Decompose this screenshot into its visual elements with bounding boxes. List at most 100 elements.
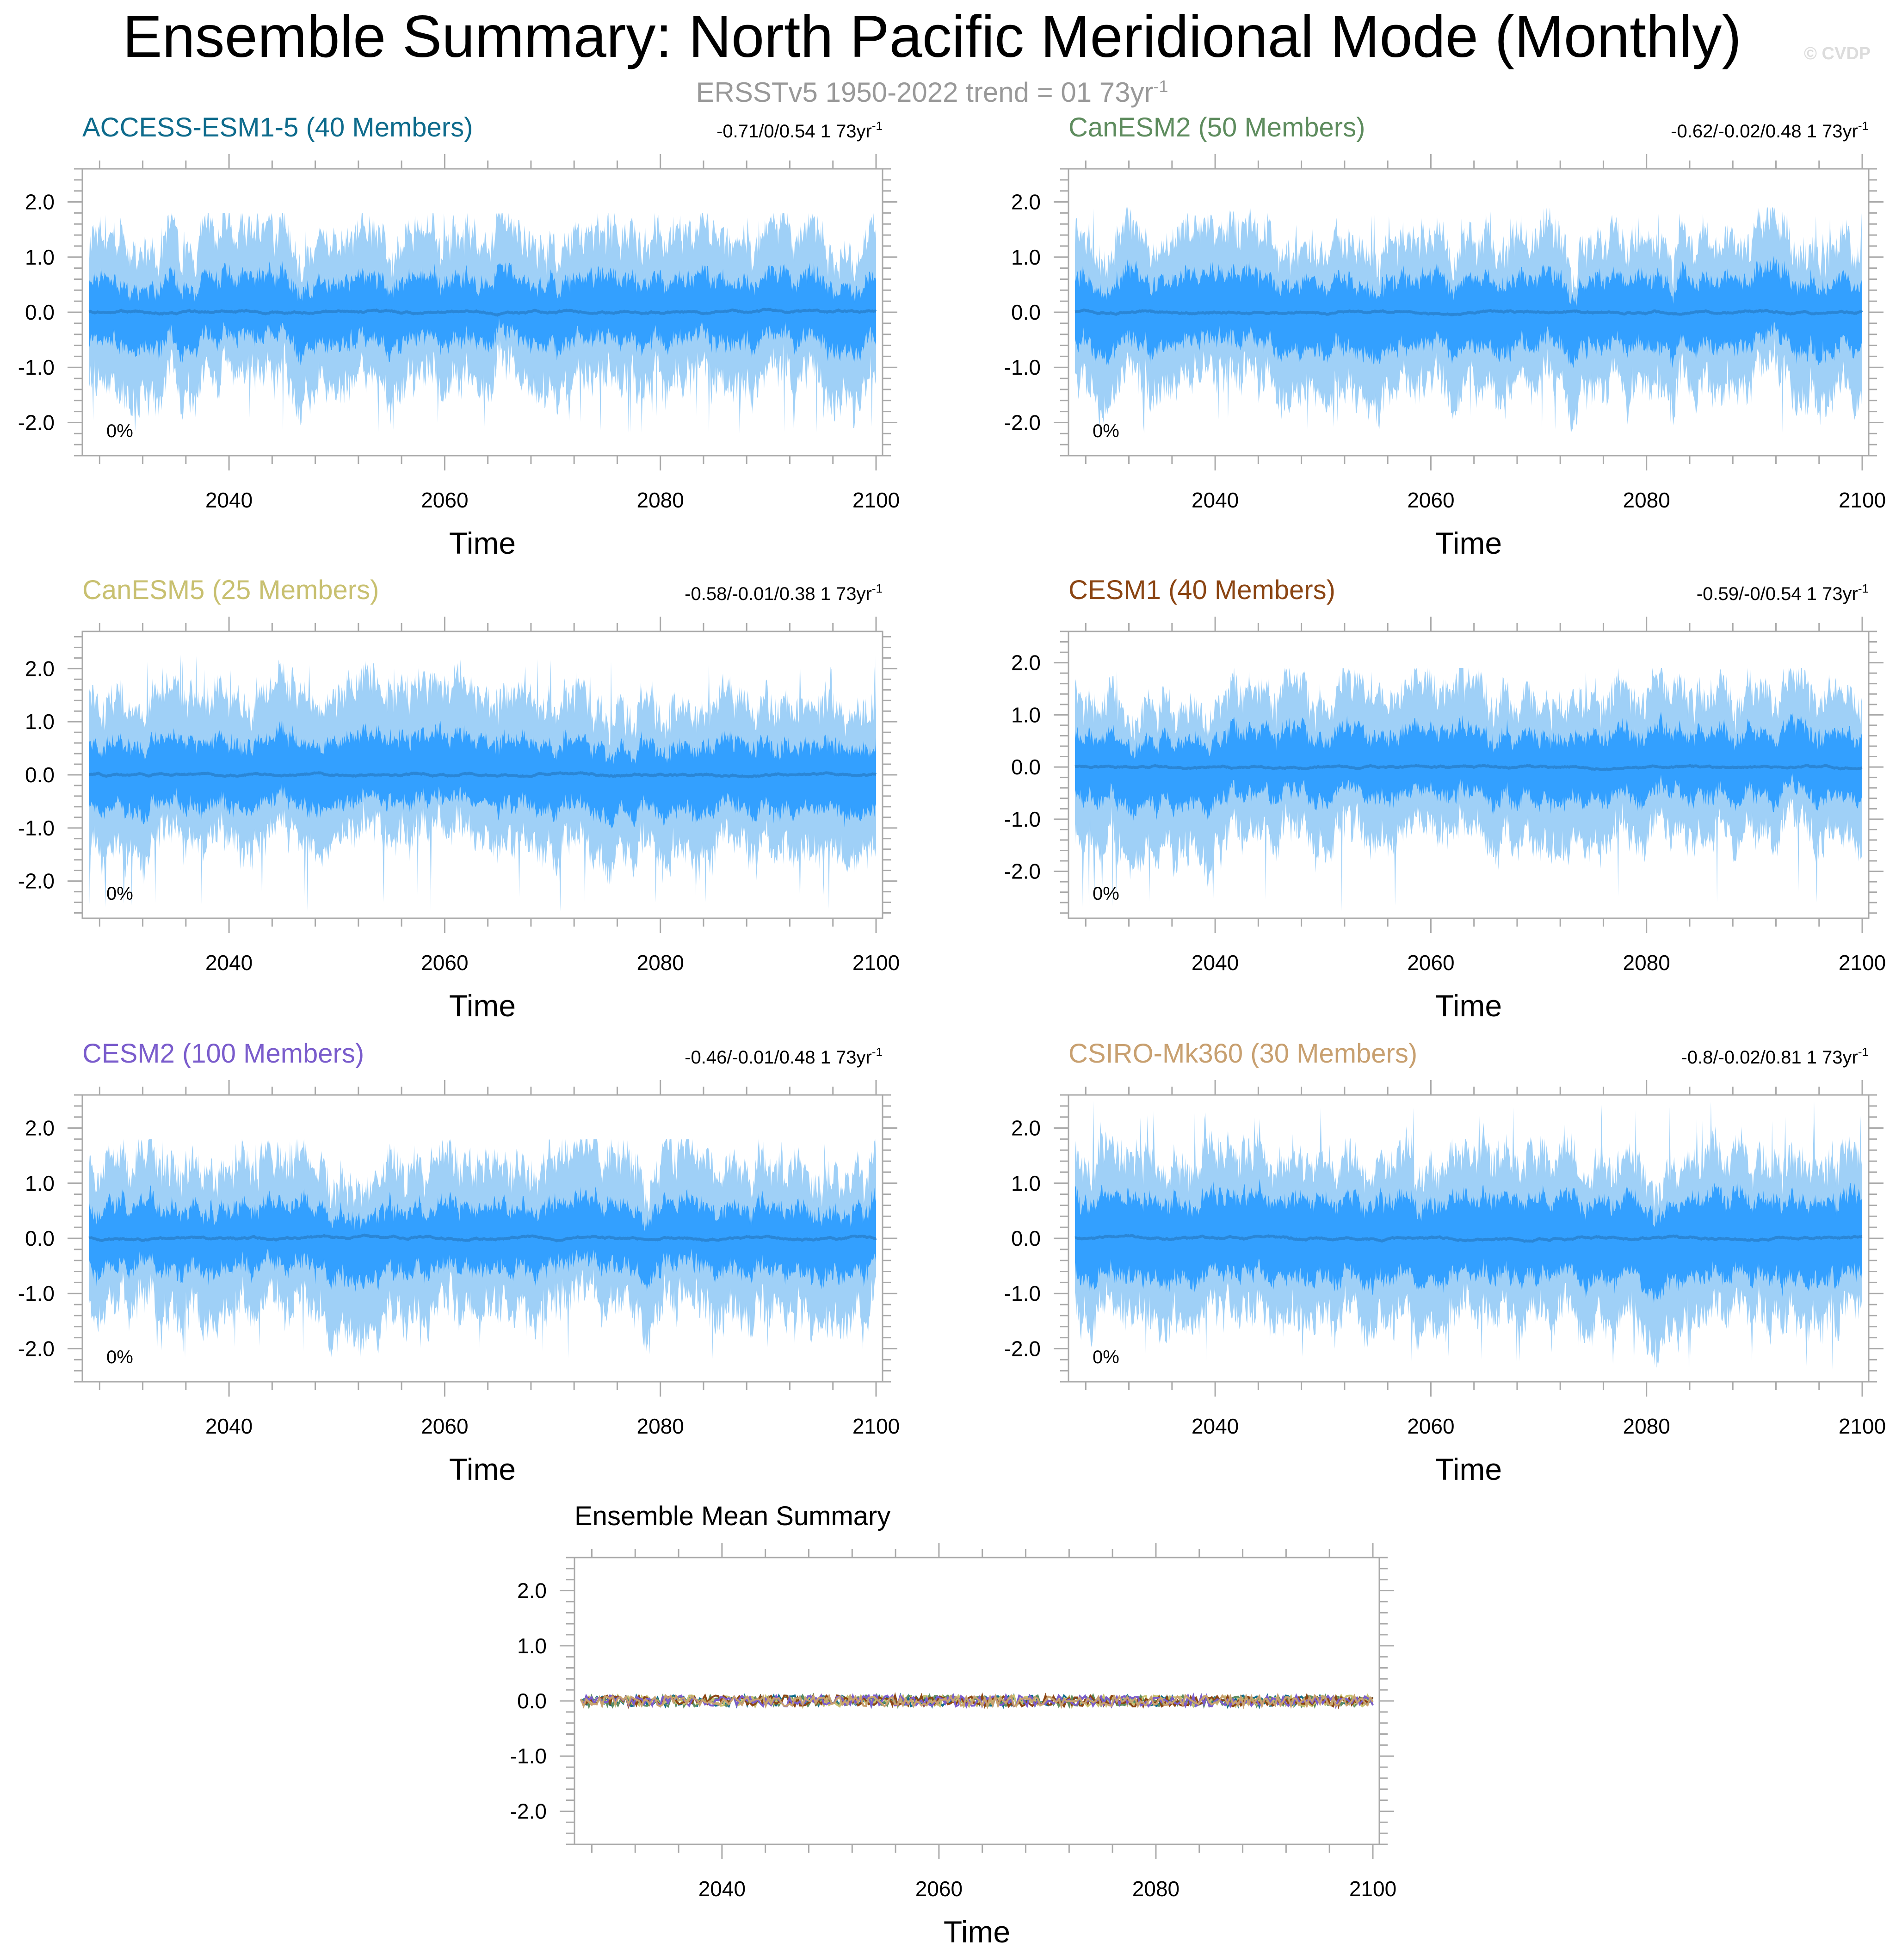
y-tick-label: -2.0	[1004, 859, 1041, 884]
panel-title: Ensemble Mean Summary	[574, 1501, 890, 1531]
y-tick-label: 1.0	[25, 245, 55, 269]
x-tick-label: 2100	[1349, 1877, 1396, 1901]
plot-area	[580, 1692, 1374, 1710]
x-tick-label: 2100	[852, 951, 900, 975]
y-tick-label: -2.0	[18, 1336, 55, 1360]
y-tick-label: -1.0	[18, 816, 55, 840]
chart-panel-1: -2.0 -1.0 0.0 1.0 2.0 2040 2060 2080 2100 Time ACC…	[18, 112, 900, 560]
y-tick-label: 1.0	[25, 1171, 55, 1195]
y-tick-label: -1.0	[1004, 807, 1041, 831]
x-tick-label: 2040	[205, 1414, 253, 1438]
y-tick-label: 1.0	[1011, 703, 1041, 727]
y-tick-label: -1.0	[18, 355, 55, 379]
y-tick-label: 2.0	[25, 1116, 55, 1140]
series-line-csiro-mk360	[580, 1692, 1374, 1710]
y-tick-label: -2.0	[1004, 410, 1041, 434]
x-axis-label: Time	[449, 526, 516, 560]
x-tick-label: 2080	[637, 951, 684, 975]
y-tick-label: 2.0	[25, 656, 55, 680]
trend-value: -0.46/-0.01/0.48 1 73yr	[685, 1047, 872, 1068]
trend-exponent: -1	[872, 119, 883, 133]
chart-panel-2: -2.0 -1.0 0.0 1.0 2.0 2040 2060 2080 2100 Time Can…	[1004, 112, 1886, 560]
y-tick-label: -2.0	[18, 869, 55, 893]
x-tick-label: 2100	[1839, 488, 1886, 512]
y-tick-label: 2.0	[1011, 190, 1041, 214]
y-tick-label: -2.0	[1004, 1336, 1041, 1360]
plot-area	[1075, 668, 1863, 911]
plot-area	[1075, 207, 1863, 434]
plot-area	[88, 655, 877, 913]
x-axis-label: Time	[1435, 1452, 1502, 1486]
panel-trend-text: -0.62/-0.02/0.48 1 73yr-1	[1671, 119, 1869, 142]
y-tick-label: -1.0	[1004, 355, 1041, 379]
y-tick-label: 1.0	[517, 1634, 547, 1658]
panel-title: CanESM5 (25 Members)	[82, 575, 379, 605]
x-tick-label: 2040	[1192, 488, 1239, 512]
x-tick-label: 2100	[852, 1414, 900, 1438]
panel-title: CSIRO-Mk360 (30 Members)	[1068, 1039, 1417, 1069]
y-tick-label: 2.0	[1011, 651, 1041, 675]
panel-title: CanESM2 (50 Members)	[1068, 112, 1365, 142]
x-tick-label: 2060	[1407, 951, 1454, 975]
x-tick-label: 2060	[915, 1877, 963, 1901]
y-tick-label: 0.0	[517, 1689, 547, 1713]
panel-trend-text: -0.71/0/0.54 1 73yr-1	[716, 119, 883, 142]
panel-title: ACCESS-ESM1-5 (40 Members)	[82, 112, 473, 142]
trend-exponent: -1	[1858, 581, 1869, 595]
trend-value: -0.62/-0.02/0.48 1 73yr	[1671, 121, 1858, 142]
cvdp-watermark: © CVDP	[1804, 44, 1871, 63]
trend-exponent: -1	[872, 581, 883, 595]
chart-panel-3: -2.0 -1.0 0.0 1.0 2.0 2040 2060 2080 2100 Time Can…	[18, 575, 900, 1023]
y-tick-label: -1.0	[1004, 1281, 1041, 1305]
series-line-cesm1	[580, 1692, 1373, 1710]
ensemble-mean-line	[1075, 1234, 1863, 1243]
trend-value: -0.71/0/0.54 1 73yr	[716, 121, 872, 142]
x-tick-label: 2080	[637, 488, 684, 512]
x-tick-label: 2040	[698, 1877, 746, 1901]
x-axis-label: Time	[1435, 989, 1502, 1023]
y-tick-label: 0.0	[25, 1226, 55, 1250]
x-tick-label: 2080	[1623, 1414, 1670, 1438]
y-tick-label: -2.0	[18, 410, 55, 434]
x-axis-label: Time	[944, 1915, 1010, 1949]
percent-label: 0%	[106, 884, 133, 904]
x-tick-label: 2100	[1839, 1414, 1886, 1438]
ensemble-mean-line	[88, 1233, 877, 1243]
trend-exponent: -1	[1858, 119, 1869, 133]
plot-area	[88, 1139, 877, 1359]
x-tick-label: 2080	[1623, 951, 1670, 975]
ensemble-mean-line	[88, 771, 877, 779]
y-tick-label: 0.0	[1011, 755, 1041, 779]
percent-label: 0%	[1093, 1347, 1119, 1367]
chart-panel-6: -2.0 -1.0 0.0 1.0 2.0 2040 2060 2080 2100 Time CSI…	[1004, 1039, 1886, 1486]
plot-frame	[1068, 631, 1870, 919]
x-tick-label: 2060	[1407, 488, 1454, 512]
x-tick-label: 2080	[1623, 488, 1670, 512]
y-tick-label: 0.0	[25, 300, 55, 324]
x-axis-label: Time	[449, 989, 516, 1023]
panel-trend-text: -0.46/-0.01/0.48 1 73yr-1	[685, 1045, 883, 1068]
x-tick-label: 2100	[1839, 951, 1886, 975]
percent-label: 0%	[106, 421, 133, 441]
figure-title: Ensemble Summary: North Pacific Meridion…	[123, 4, 1741, 70]
y-tick-label: 1.0	[1011, 1171, 1041, 1195]
series-line-canesm2	[580, 1693, 1374, 1710]
trend-exponent: -1	[872, 1045, 883, 1059]
y-tick-label: 1.0	[25, 710, 55, 734]
trend-exponent: -1	[1858, 1045, 1869, 1059]
x-tick-label: 2040	[205, 488, 253, 512]
chart-panel-7: -2.0 -1.0 0.0 1.0 2.0 2040 2060 2080 2100 Time Ens…	[510, 1501, 1396, 1949]
panel-trend-text: -0.59/-0/0.54 1 73yr-1	[1697, 581, 1869, 604]
subtitle-text: ERSSTv5 1950-2022 trend = 01 73yr	[696, 77, 1154, 108]
x-tick-label: 2080	[1132, 1877, 1179, 1901]
x-axis-label: Time	[1435, 526, 1502, 560]
x-axis-label: Time	[449, 1452, 516, 1486]
y-tick-label: 0.0	[25, 763, 55, 787]
y-tick-label: -1.0	[510, 1744, 547, 1768]
trend-value: -0.59/-0/0.54 1 73yr	[1697, 584, 1858, 604]
y-tick-label: 2.0	[517, 1579, 547, 1603]
trend-value: -0.58/-0.01/0.38 1 73yr	[685, 584, 872, 604]
panel-trend-text: -0.8/-0.02/0.81 1 73yr-1	[1681, 1045, 1869, 1068]
ensemble-mean-line	[1075, 764, 1863, 771]
